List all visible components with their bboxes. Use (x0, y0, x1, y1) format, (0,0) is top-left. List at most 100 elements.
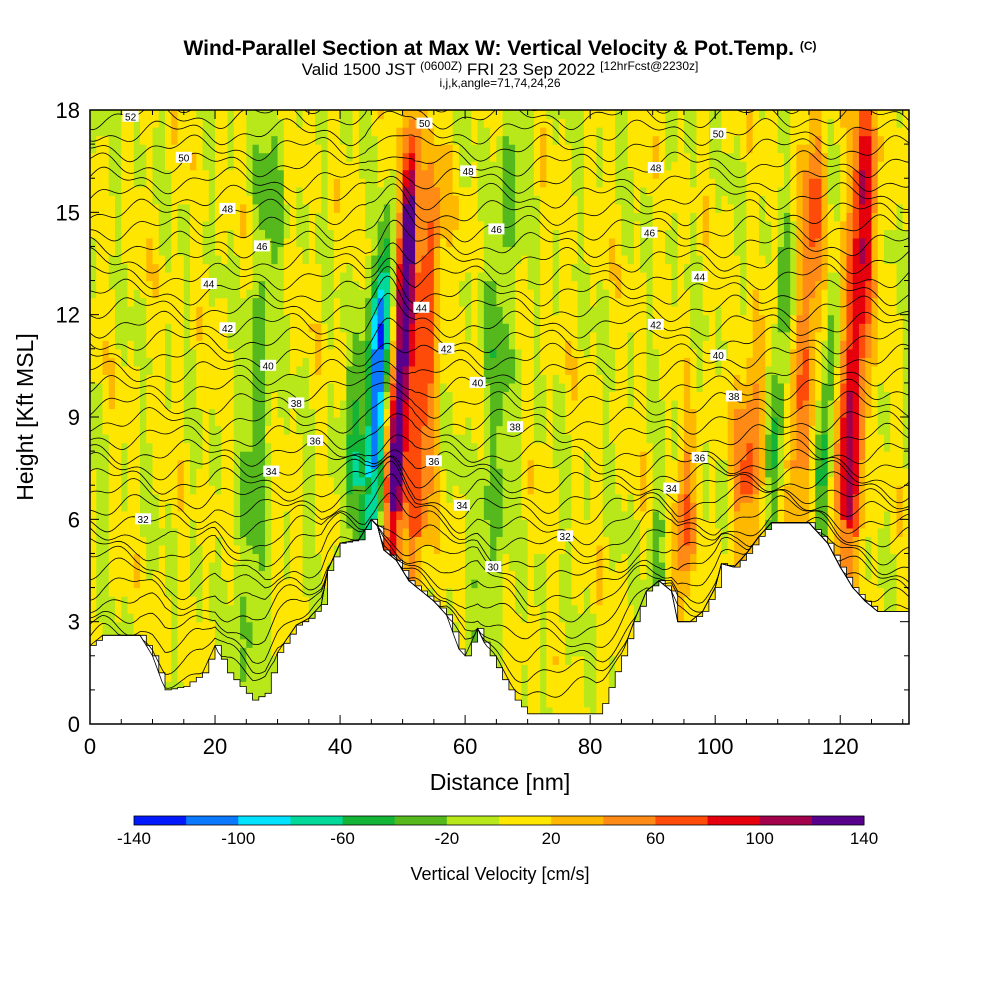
velocity-cell (171, 604, 179, 614)
velocity-cell (121, 237, 129, 248)
velocity-cell (140, 306, 147, 316)
velocity-cell (502, 655, 510, 665)
velocity-cell (271, 502, 279, 512)
velocity-cell (458, 178, 466, 188)
velocity-cell (108, 195, 116, 205)
velocity-cell (515, 493, 522, 503)
velocity-cell (496, 399, 504, 410)
velocity-cell (308, 519, 316, 529)
velocity-cell (190, 127, 197, 137)
velocity-cell (308, 161, 316, 171)
velocity-cell (340, 263, 347, 273)
velocity-cell (446, 527, 454, 537)
velocity-cell (502, 382, 510, 393)
velocity-cell (515, 169, 522, 179)
velocity-cell (290, 451, 297, 461)
velocity-cell (427, 323, 435, 333)
velocity-cell (315, 468, 322, 478)
velocity-cell (246, 621, 254, 631)
velocity-cell (383, 425, 391, 435)
velocity-cell (221, 647, 229, 657)
velocity-cell (183, 289, 191, 299)
velocity-cell (427, 195, 435, 205)
velocity-cell (358, 434, 366, 444)
velocity-cell (496, 613, 504, 623)
velocity-cell (90, 306, 97, 316)
velocity-cell (102, 434, 110, 444)
velocity-cell (152, 459, 160, 469)
velocity-cell (440, 468, 447, 478)
velocity-cell (227, 169, 235, 179)
velocity-cell (271, 638, 279, 648)
velocity-cell (96, 621, 104, 631)
velocity-cell (458, 399, 466, 410)
velocity-cell (227, 519, 235, 529)
velocity-cell (283, 357, 291, 367)
velocity-cell (165, 536, 172, 546)
velocity-cell (146, 212, 154, 222)
velocity-cell (315, 348, 322, 358)
velocity-cell (240, 536, 247, 546)
velocity-cell (340, 229, 347, 239)
velocity-cell (471, 561, 479, 572)
velocity-cell (208, 442, 216, 452)
velocity-cell (458, 229, 466, 239)
velocity-cell (102, 229, 110, 239)
velocity-cell (177, 510, 185, 520)
velocity-cell (258, 672, 266, 682)
velocity-cell (508, 263, 516, 273)
velocity-cell (377, 442, 385, 452)
velocity-cell (196, 365, 204, 375)
velocity-cell (271, 374, 279, 384)
velocity-cell (265, 152, 272, 162)
velocity-cell (483, 144, 491, 154)
velocity-cell (283, 485, 291, 495)
velocity-cell (121, 485, 129, 495)
velocity-cell (258, 519, 266, 529)
velocity-cell (433, 553, 441, 563)
velocity-cell (471, 365, 479, 375)
velocity-cell (477, 476, 485, 486)
velocity-cell (515, 152, 522, 162)
velocity-cell (140, 434, 147, 444)
velocity-cell (140, 382, 147, 393)
velocity-cell (490, 476, 497, 486)
velocity-cell (240, 323, 247, 333)
velocity-cell (340, 135, 347, 145)
velocity-cell (502, 579, 510, 589)
velocity-cell (427, 280, 435, 290)
velocity-cell (96, 323, 104, 333)
velocity-cell (465, 229, 472, 239)
velocity-cell (252, 527, 260, 537)
velocity-cell (208, 237, 216, 248)
velocity-cell (515, 144, 522, 154)
velocity-cell (308, 613, 316, 623)
velocity-cell (227, 340, 235, 350)
velocity-cell (208, 604, 216, 614)
velocity-cell (315, 544, 322, 555)
velocity-cell (433, 186, 441, 196)
velocity-cell (502, 570, 510, 580)
velocity-cell (146, 408, 154, 418)
velocity-cell (246, 212, 254, 222)
velocity-cell (471, 229, 479, 239)
velocity-cell (196, 408, 204, 418)
velocity-cell (515, 365, 522, 375)
velocity-cell (96, 510, 104, 520)
velocity-cell (340, 186, 347, 196)
velocity-cell (446, 587, 454, 597)
velocity-cell (402, 237, 410, 248)
velocity-cell (177, 621, 185, 631)
velocity-cell (327, 254, 335, 265)
velocity-cell (346, 118, 354, 128)
velocity-cell (102, 459, 110, 469)
velocity-cell (277, 195, 285, 205)
velocity-cell (158, 110, 166, 120)
velocity-cell (502, 186, 510, 196)
velocity-cell (440, 510, 447, 520)
velocity-cell (508, 365, 516, 375)
velocity-cell (221, 561, 229, 572)
velocity-cell (133, 434, 141, 444)
velocity-cell (140, 459, 147, 469)
velocity-cell (333, 118, 341, 128)
